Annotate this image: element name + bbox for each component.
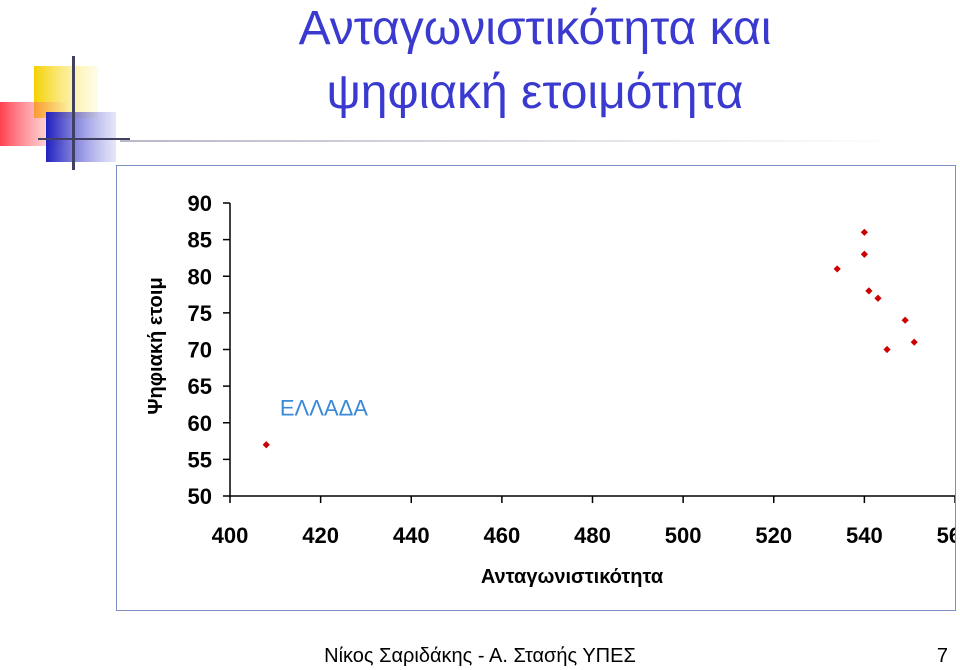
- y-axis-label: Ψηφιακή ετοιμ: [145, 277, 167, 414]
- y-tick-label: 80: [188, 264, 212, 289]
- footer-author: Νίκος Σαριδάκης - Α. Στασής ΥΠΕΣ: [324, 645, 636, 667]
- data-point: [860, 228, 868, 236]
- data-point: [910, 338, 918, 346]
- y-tick-label: 55: [188, 447, 212, 472]
- annotation-label: ΕΛΛΑΔΑ: [280, 395, 368, 420]
- x-tick-label: 440: [393, 523, 430, 548]
- x-tick-label: 460: [484, 523, 521, 548]
- y-tick-label: 90: [188, 191, 212, 216]
- chart-container: 50 55 60 65 70 75 80 85 90 400 420 440 460 480 500 520 5…: [116, 165, 956, 611]
- data-point: [262, 441, 270, 449]
- decorative-logo: [0, 56, 130, 170]
- y-tick-label: 60: [188, 411, 212, 436]
- data-point: [860, 250, 868, 258]
- y-tick-label: 85: [188, 228, 212, 253]
- data-point: [865, 287, 873, 295]
- x-tick-label: 480: [574, 523, 611, 548]
- scatter-chart: 50 55 60 65 70 75 80 85 90 400 420 440 460 480 500 520 5…: [145, 191, 955, 588]
- y-tick-label: 70: [188, 338, 212, 363]
- page-number: 7: [936, 645, 948, 667]
- x-tick-label: 520: [755, 523, 792, 548]
- y-tick-label: 65: [188, 374, 212, 399]
- data-point: [874, 294, 882, 302]
- data-point: [901, 316, 909, 324]
- x-tick-label: 560: [937, 523, 955, 548]
- x-tick-label: 420: [302, 523, 339, 548]
- title-divider: [120, 140, 900, 142]
- x-tick-label: 540: [846, 523, 883, 548]
- x-axis-label: Ανταγωνιστικότητα: [481, 566, 664, 588]
- slide-title-line2: ψηφιακή ετοιμότητα: [326, 66, 744, 119]
- data-point: [833, 265, 841, 273]
- x-tick-label: 400: [212, 523, 249, 548]
- x-tick-label: 500: [665, 523, 702, 548]
- slide-title-line1: Ανταγωνιστικότητα και: [298, 2, 772, 55]
- y-tick-label: 75: [188, 301, 212, 326]
- data-point: [883, 345, 891, 354]
- y-tick-label: 50: [188, 484, 212, 509]
